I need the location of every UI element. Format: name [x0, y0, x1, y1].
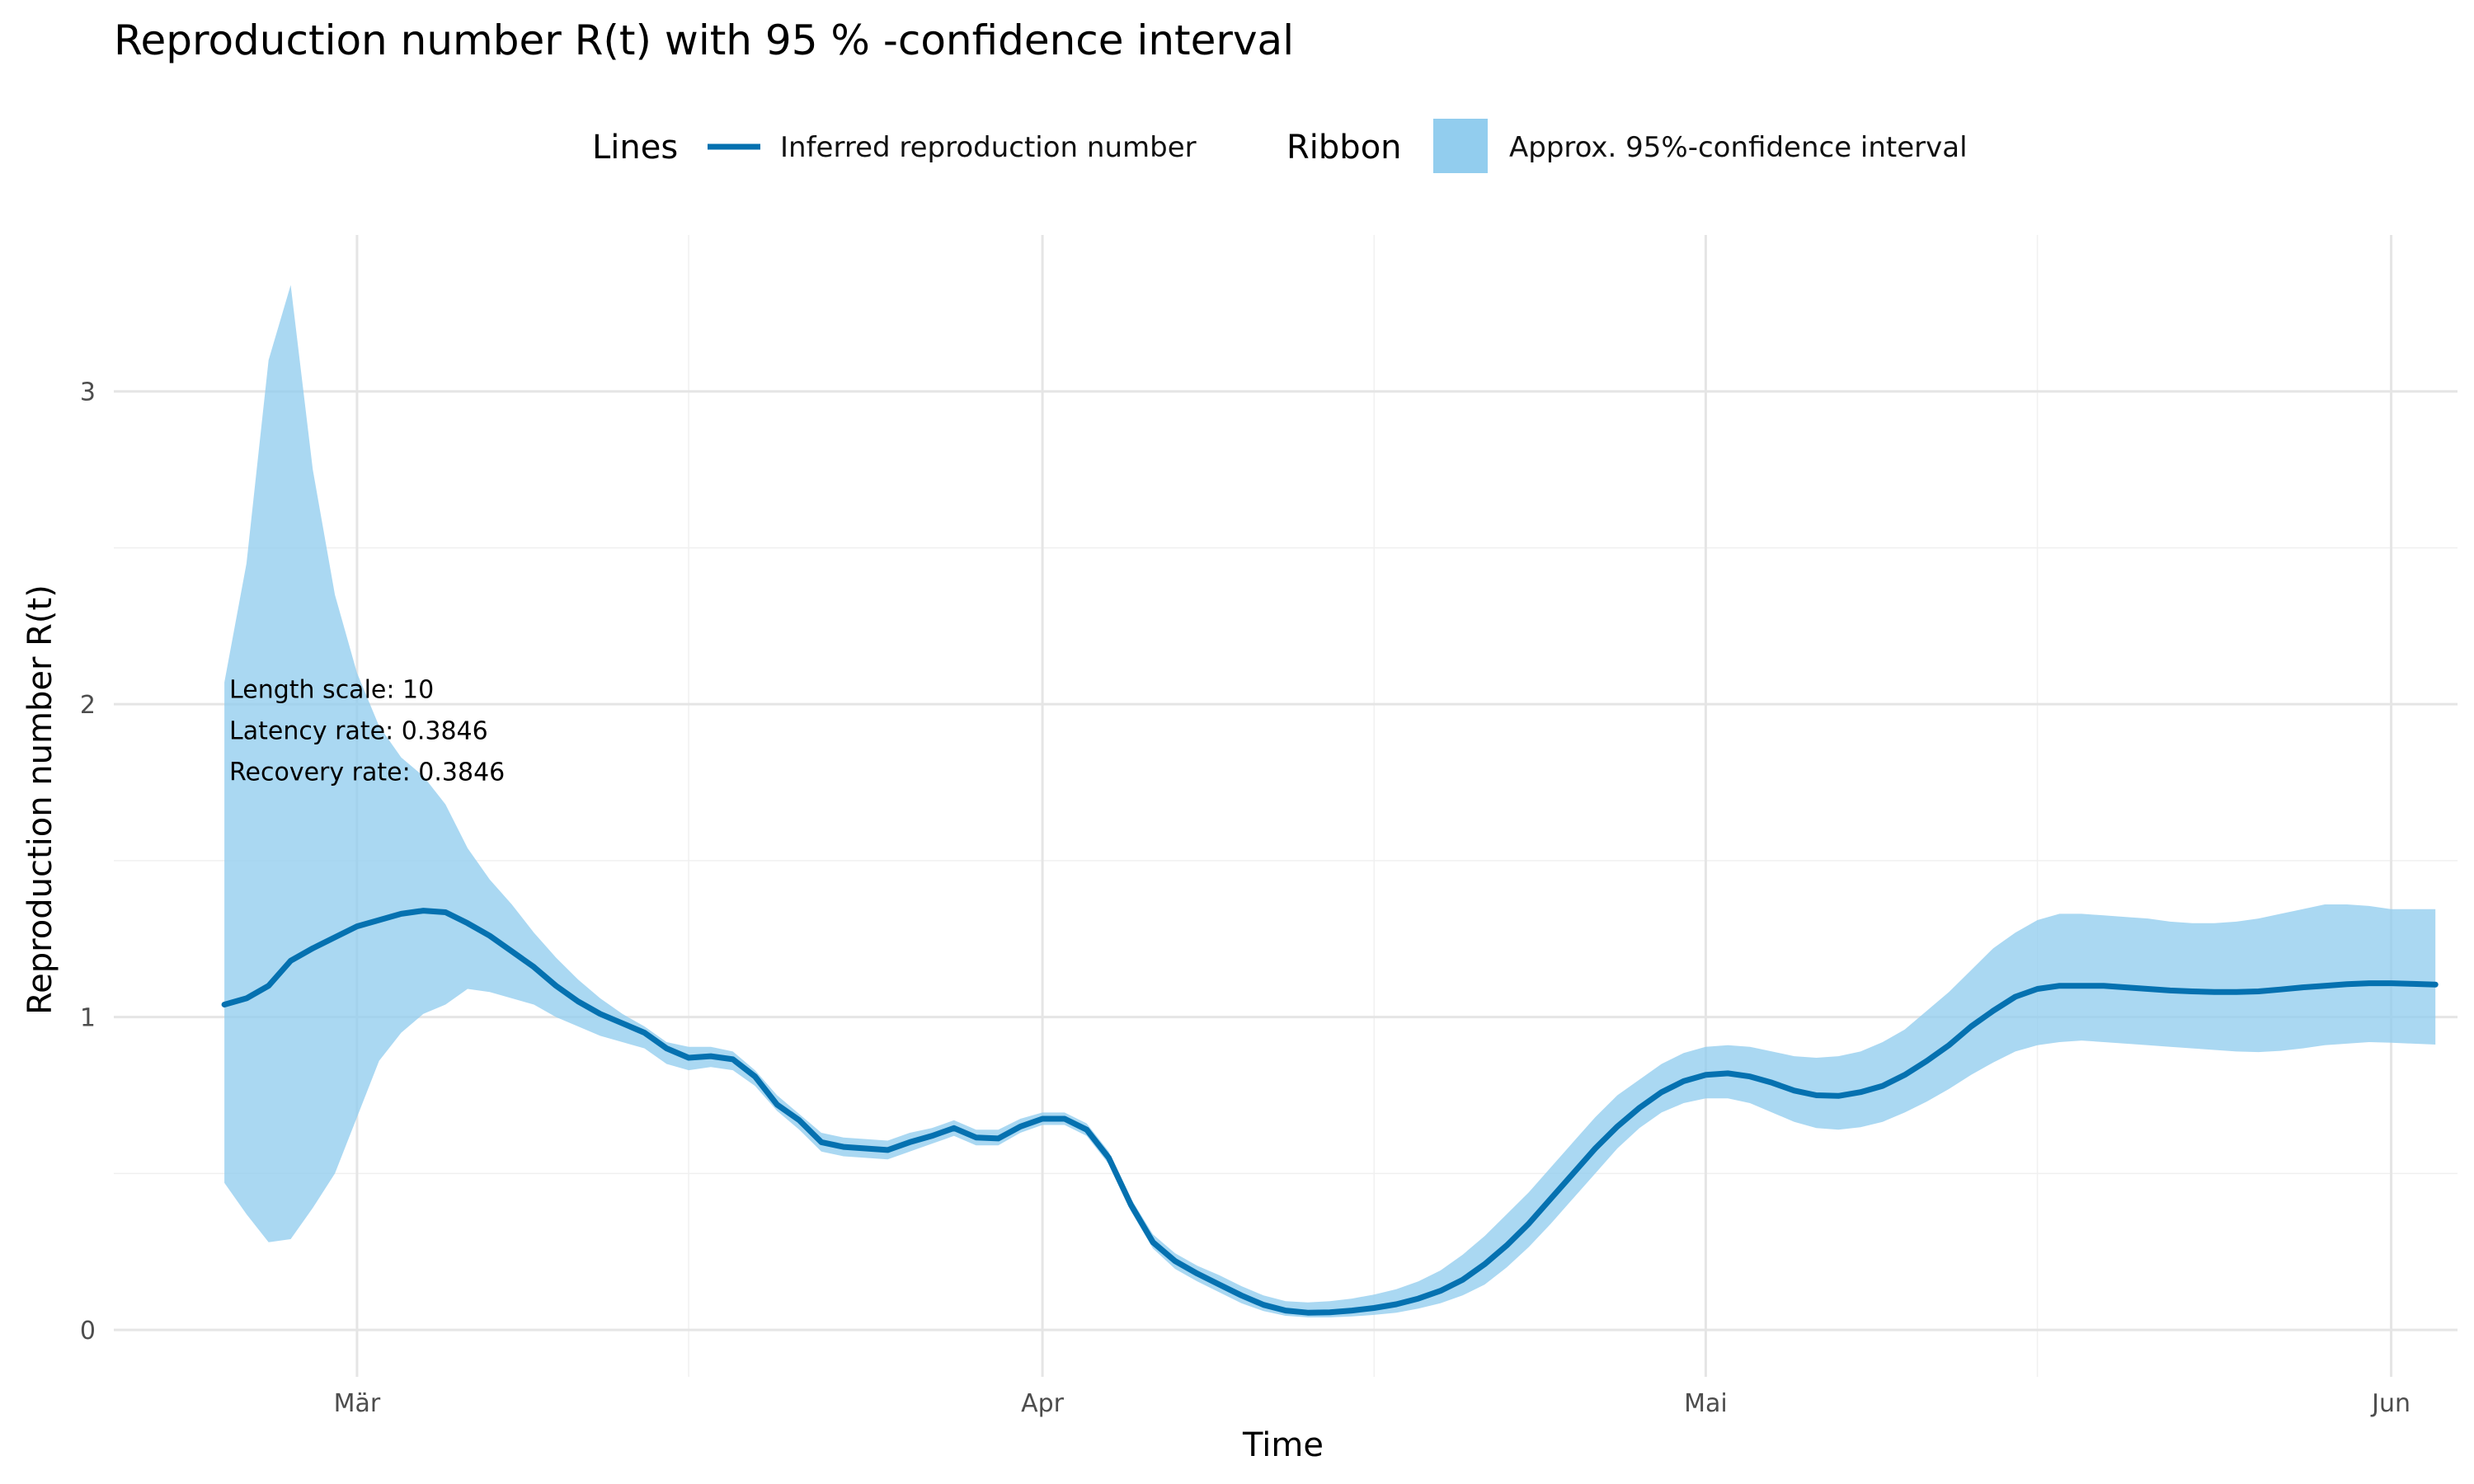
chart-title: Reproduction number R(t) with 95 % -conf… [114, 16, 1294, 64]
confidence-ribbon [224, 284, 2436, 1317]
x-axis-ticks: Mär Apr Mai Jun [334, 1389, 2411, 1418]
y-tick-label-1: 1 [80, 1004, 96, 1033]
ribbon-layer [224, 284, 2436, 1317]
legend-ribbon-label: Approx. 95%-confidence interval [1509, 131, 1968, 164]
legend-ribbon-title: Ribbon [1286, 129, 1402, 167]
grid [114, 235, 2458, 1377]
y-tick-label-0: 0 [80, 1317, 96, 1345]
reproduction-number-line [221, 908, 2439, 1316]
annotations: Length scale: 10 Latency rate: 0.3846 Re… [229, 676, 505, 787]
line-layer [221, 908, 2439, 1316]
legend-ribbon-key [1433, 119, 1488, 173]
x-axis-title: Time [1242, 1426, 1324, 1464]
x-tick-label-3: Jun [2370, 1389, 2411, 1418]
y-tick-label-2: 2 [80, 691, 96, 720]
y-axis-title: Reproduction number R(t) [21, 585, 59, 1015]
y-axis-ticks: 0 1 2 3 [80, 378, 96, 1345]
legend-line-title: Lines [592, 129, 678, 167]
legend-line-label: Inferred reproduction number [780, 131, 1197, 164]
annotation-length-scale: Length scale: 10 [229, 676, 434, 705]
annotation-recovery-rate: Recovery rate: 0.3846 [229, 758, 505, 787]
x-tick-label-1: Apr [1021, 1389, 1065, 1418]
x-tick-label-0: Mär [334, 1389, 381, 1418]
legend: Lines Inferred reproduction number Ribbo… [592, 119, 1968, 173]
y-tick-label-3: 3 [80, 378, 96, 407]
annotation-latency-rate: Latency rate: 0.3846 [229, 717, 488, 746]
x-tick-label-2: Mai [1684, 1389, 1728, 1418]
